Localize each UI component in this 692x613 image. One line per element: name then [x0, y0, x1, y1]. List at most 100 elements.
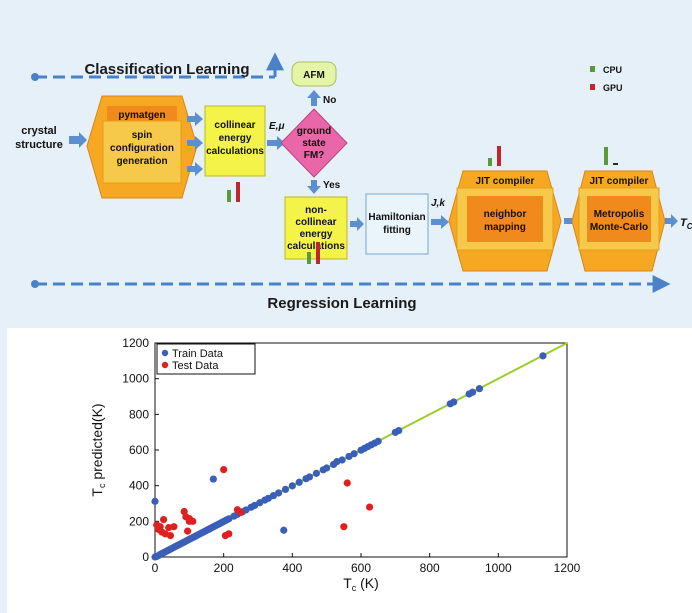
- workflow-svg: Classification Learning crystal structur…: [15, 52, 692, 312]
- jit2-cpu-bar: [604, 147, 608, 165]
- train-data-point: [374, 437, 382, 445]
- noncollinear-line1: non-: [305, 205, 327, 216]
- train-data-point: [151, 497, 159, 505]
- crystal-structure-line2: structure: [15, 139, 63, 151]
- train-data-point: [468, 388, 477, 396]
- test-data-point: [170, 523, 178, 531]
- x-tick-label: 200: [214, 561, 234, 575]
- hamiltonian-line2: fitting: [383, 225, 411, 236]
- pymatgen-title: pymatgen: [118, 110, 165, 121]
- test-data-point: [343, 479, 351, 487]
- ground-state-line1: ground: [297, 126, 331, 137]
- jit2-gpu-bar: [613, 163, 618, 165]
- y-tick-label: 200: [129, 514, 149, 528]
- regression-line: [31, 275, 671, 293]
- train-data-point: [539, 352, 547, 360]
- jit2-title: JIT compiler: [590, 176, 649, 187]
- tc-output-main: T: [680, 217, 688, 229]
- y-tick-label: 600: [129, 443, 149, 457]
- x-tick-label: 1000: [485, 561, 512, 575]
- pymatgen-node: [86, 95, 198, 199]
- jit1-title: JIT compiler: [476, 176, 535, 187]
- train-data-point: [275, 489, 283, 497]
- train-data-point: [280, 526, 288, 534]
- x-tick-label: 0: [152, 561, 159, 575]
- e-mu-label: E,μ: [269, 121, 284, 132]
- jit1-gpu-bar: [497, 146, 501, 166]
- legend-box: [156, 343, 256, 375]
- crystal-structure-line1: crystal: [21, 125, 56, 137]
- legend-marker: [161, 361, 169, 369]
- train-data-point: [295, 478, 303, 486]
- regression-label: Regression Learning: [267, 295, 416, 312]
- test-data-point: [189, 517, 197, 525]
- ground-state-line3: FM?: [304, 150, 325, 161]
- points-layer: [151, 352, 547, 561]
- hamiltonian-box: [365, 193, 429, 255]
- test-data-point: [220, 466, 228, 474]
- test-data-point: [166, 532, 175, 540]
- afm-box: [291, 61, 337, 87]
- scatter-plot-panel: 0 200 400 600 800 1000 1200 0 200 400 600 800 1000 12…: [7, 328, 692, 613]
- arrow-noncollinear-hamiltonian: [350, 217, 364, 231]
- test-data-point: [237, 508, 245, 517]
- collinear-line1: collinear: [214, 120, 255, 131]
- collinear-gpu-bar: [236, 182, 240, 202]
- collinear-cpu-bar: [227, 190, 231, 202]
- legend-cpu-label: CPU: [603, 65, 622, 75]
- train-data-point: [323, 464, 331, 472]
- legend-cpu-swatch: [590, 66, 595, 72]
- y-tick-label: 1000: [122, 372, 149, 386]
- arrow-ground-afm: [307, 90, 321, 106]
- pymatgen-body-3: generation: [116, 156, 167, 167]
- train-data-point: [333, 457, 341, 466]
- scatter-plot: 0 200 400 600 800 1000 1200 0 200 400 600 800 1000 12…: [89, 336, 581, 593]
- arrow-hamiltonian-jit1: [431, 215, 449, 229]
- x-tick-label: 400: [282, 561, 302, 575]
- jit1-body-1: neighbor: [484, 209, 527, 220]
- legend-gpu-label: GPU: [603, 83, 623, 93]
- noncollinear-line2: collinear: [295, 217, 336, 228]
- collinear-box: [204, 105, 266, 177]
- train-data-point: [288, 482, 296, 490]
- pymatgen-body-2: configuration: [110, 143, 174, 154]
- jit2-body-2: Monte-Carlo: [590, 222, 648, 233]
- legend-gpu-swatch: [590, 84, 595, 90]
- classification-label: Classification Learning: [84, 61, 249, 78]
- jit1-body-2: mapping: [484, 222, 526, 233]
- train-data-point: [312, 469, 320, 477]
- y-tick-label: 800: [129, 407, 149, 421]
- arrow-pymatgen-collinear-1: [187, 112, 203, 126]
- train-data-point: [350, 450, 358, 458]
- arrow-collinear-ground: [267, 136, 285, 150]
- noncollinear-gpu-bar: [316, 242, 320, 264]
- arrow-output-tc: [665, 214, 678, 228]
- pymatgen-body-1: spin: [132, 130, 153, 141]
- train-data-point: [281, 485, 290, 494]
- yes-label: Yes: [323, 180, 341, 191]
- ground-state-diamond: [280, 108, 348, 178]
- tc-output: TC: [680, 217, 692, 231]
- arrow-pymatgen-collinear-2: [187, 136, 203, 150]
- legend-marker: [161, 349, 169, 357]
- ground-state-line2: state: [302, 138, 326, 149]
- y-axis-label: Tc predicted(K): [89, 403, 107, 496]
- workflow-diagram: Classification Learning crystal structur…: [7, 16, 692, 328]
- afm-label: AFM: [303, 70, 325, 81]
- collinear-line2: energy: [219, 133, 252, 144]
- no-label: No: [323, 95, 336, 106]
- plot-axes: 0 200 400 600 800 1000 1200 0 200 400 600 800 1000 12…: [122, 336, 580, 575]
- x-tick-label: 800: [420, 561, 440, 575]
- jit1-cpu-bar: [488, 158, 492, 166]
- classification-line: [31, 52, 284, 81]
- test-data-point: [225, 530, 233, 538]
- arrow-crystal-to-pymatgen: [69, 132, 87, 148]
- jit1-node: [448, 170, 562, 272]
- x-tick-label: 1200: [554, 561, 581, 575]
- y-tick-label: 400: [129, 479, 149, 493]
- y-tick-label: 0: [142, 550, 149, 564]
- train-data-point: [450, 398, 458, 406]
- arrow-ground-noncollinear: [307, 180, 321, 194]
